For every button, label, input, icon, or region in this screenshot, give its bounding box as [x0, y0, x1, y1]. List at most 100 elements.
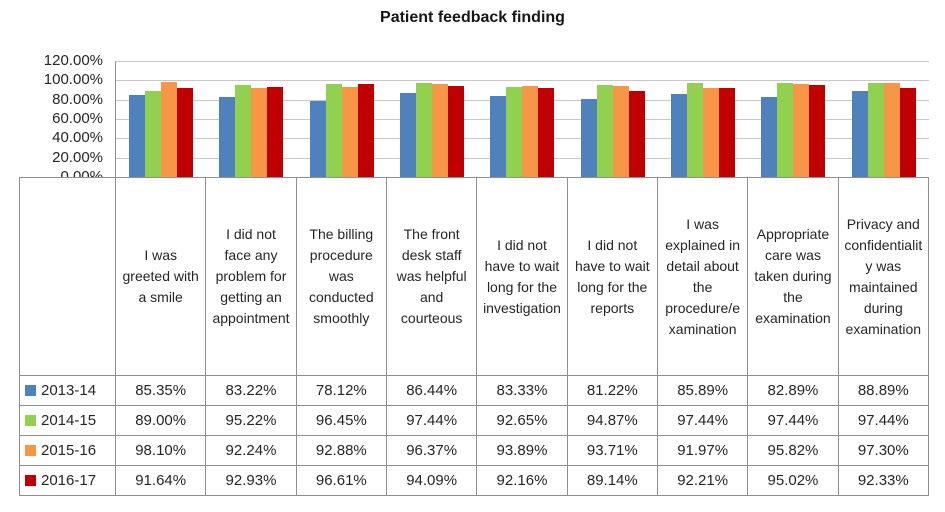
corner-blank-cell [19, 177, 116, 376]
legend-cell: 2016-17 [19, 465, 116, 496]
value-cell: 98.10% [114, 435, 207, 466]
value-cell: 81.22% [566, 375, 658, 406]
table-row: 2014-15 89.00% 95.22% 96.45% 97.44% 92.65% 94.… [19, 405, 929, 436]
gridline [116, 80, 929, 82]
value-cell: 85.35% [114, 375, 207, 406]
series-name-label: 2016-17 [41, 472, 97, 489]
category-header-cell: I was explained in detail about the proc… [656, 177, 749, 376]
legend-cell: 2015-16 [19, 435, 116, 466]
bar-2013-14 [129, 94, 146, 177]
category-header-cell: The front desk staff was helpful and cou… [385, 177, 478, 376]
bar-2016-17 [357, 83, 374, 177]
chart-title: Patient feedback finding [380, 9, 565, 26]
data-table: I was greeted with a smile I did not face… [19, 177, 929, 496]
series-name-label: 2013-14 [41, 382, 97, 399]
value-cell: 97.44% [385, 405, 478, 436]
bar-2013-14 [851, 91, 868, 177]
y-axis-tick-label: 120.00% [43, 52, 103, 69]
bar-2016-17 [719, 87, 736, 177]
bar-group [477, 61, 567, 177]
value-cell: 97.30% [837, 435, 929, 466]
gridline [116, 61, 929, 62]
bar-2013-14 [219, 96, 236, 177]
series-name-label: 2015-16 [41, 442, 97, 459]
value-cell: 93.89% [476, 435, 568, 466]
value-cell: 96.61% [295, 465, 387, 496]
table-row: 2015-16 98.10% 92.24% 92.88% 96.37% 93.89% 93.… [19, 435, 929, 466]
value-cell: 97.44% [747, 405, 839, 436]
bar-group [206, 61, 296, 177]
bar-2015-16 [883, 82, 900, 177]
bar-2014-15 [867, 82, 884, 177]
value-cell: 92.16% [476, 465, 568, 496]
value-cell: 91.64% [114, 465, 207, 496]
bar-2016-17 [628, 90, 645, 177]
category-header-row: I was greeted with a smile I did not face… [19, 177, 929, 376]
bar-2014-15 [777, 82, 794, 177]
value-cell: 97.44% [656, 405, 749, 436]
bar-group [658, 61, 748, 177]
legend-swatch-icon [25, 475, 36, 486]
bar-group [116, 61, 206, 177]
value-cell: 95.82% [747, 435, 839, 466]
value-cell: 94.87% [566, 405, 658, 436]
series-name-label: 2014-15 [41, 412, 97, 429]
bar-2013-14 [671, 93, 688, 177]
bar-2014-15 [687, 82, 704, 177]
bar-group [839, 61, 929, 177]
table-body: 2013-14 85.35% 83.22% 78.12% 86.44% 83.33% 81.… [19, 375, 929, 496]
value-cell: 95.22% [205, 405, 297, 436]
value-cell: 96.37% [385, 435, 478, 466]
bar-2016-17 [177, 88, 194, 177]
y-axis-tick-label: 40.00% [52, 129, 103, 147]
value-cell: 92.65% [476, 405, 568, 436]
category-header-cell: Appropriate care was taken during the ex… [747, 177, 839, 376]
bar-2014-15 [235, 84, 252, 177]
bar-2014-15 [596, 85, 613, 177]
bar-2014-15 [506, 87, 523, 177]
y-axis-tick-label: 100.00% [43, 71, 103, 89]
value-cell: 92.88% [295, 435, 387, 466]
bar-group [748, 61, 838, 177]
value-cell: 92.21% [656, 465, 749, 496]
value-cell: 92.33% [837, 465, 929, 496]
y-axis-tick-label: 60.00% [52, 110, 103, 127]
bar-2015-16 [432, 83, 449, 177]
bar-2013-14 [309, 101, 326, 177]
bar-group [297, 61, 387, 177]
bar-2015-16 [522, 86, 539, 177]
bar-2016-17 [809, 85, 826, 177]
value-cell: 94.09% [385, 465, 478, 496]
bar-2015-16 [341, 87, 358, 177]
bar-2015-16 [612, 86, 629, 177]
value-cell: 97.44% [837, 405, 929, 436]
legend-cell: 2013-14 [19, 375, 116, 406]
bar-2013-14 [400, 93, 417, 177]
plot-area [115, 61, 929, 178]
bar-2014-15 [325, 83, 342, 177]
legend-swatch-icon [25, 385, 36, 396]
bar-group [568, 61, 658, 177]
bar-2016-17 [899, 87, 916, 177]
bar-2015-16 [703, 88, 720, 177]
legend-swatch-icon [25, 415, 36, 426]
y-axis-tick-label: 80.00% [52, 90, 103, 108]
value-cell: 89.14% [566, 465, 658, 496]
value-cell: 83.33% [476, 375, 568, 406]
value-cell: 92.93% [205, 465, 297, 496]
bar-2013-14 [580, 98, 597, 177]
value-cell: 82.89% [747, 375, 839, 406]
y-axis-tick-label: 20.00% [52, 148, 103, 166]
value-cell: 92.24% [205, 435, 297, 466]
value-cell: 93.71% [566, 435, 658, 466]
bar-2015-16 [793, 84, 810, 177]
table-row: 2016-17 91.64% 92.93% 96.61% 94.09% 92.16% 89.… [19, 465, 929, 496]
bar-2013-14 [761, 96, 778, 177]
legend-cell: 2014-15 [19, 405, 116, 436]
value-cell: 89.00% [114, 405, 207, 436]
value-cell: 88.89% [837, 375, 929, 406]
value-cell: 95.02% [747, 465, 839, 496]
bar-2016-17 [448, 86, 465, 177]
value-cell: 91.97% [656, 435, 749, 466]
